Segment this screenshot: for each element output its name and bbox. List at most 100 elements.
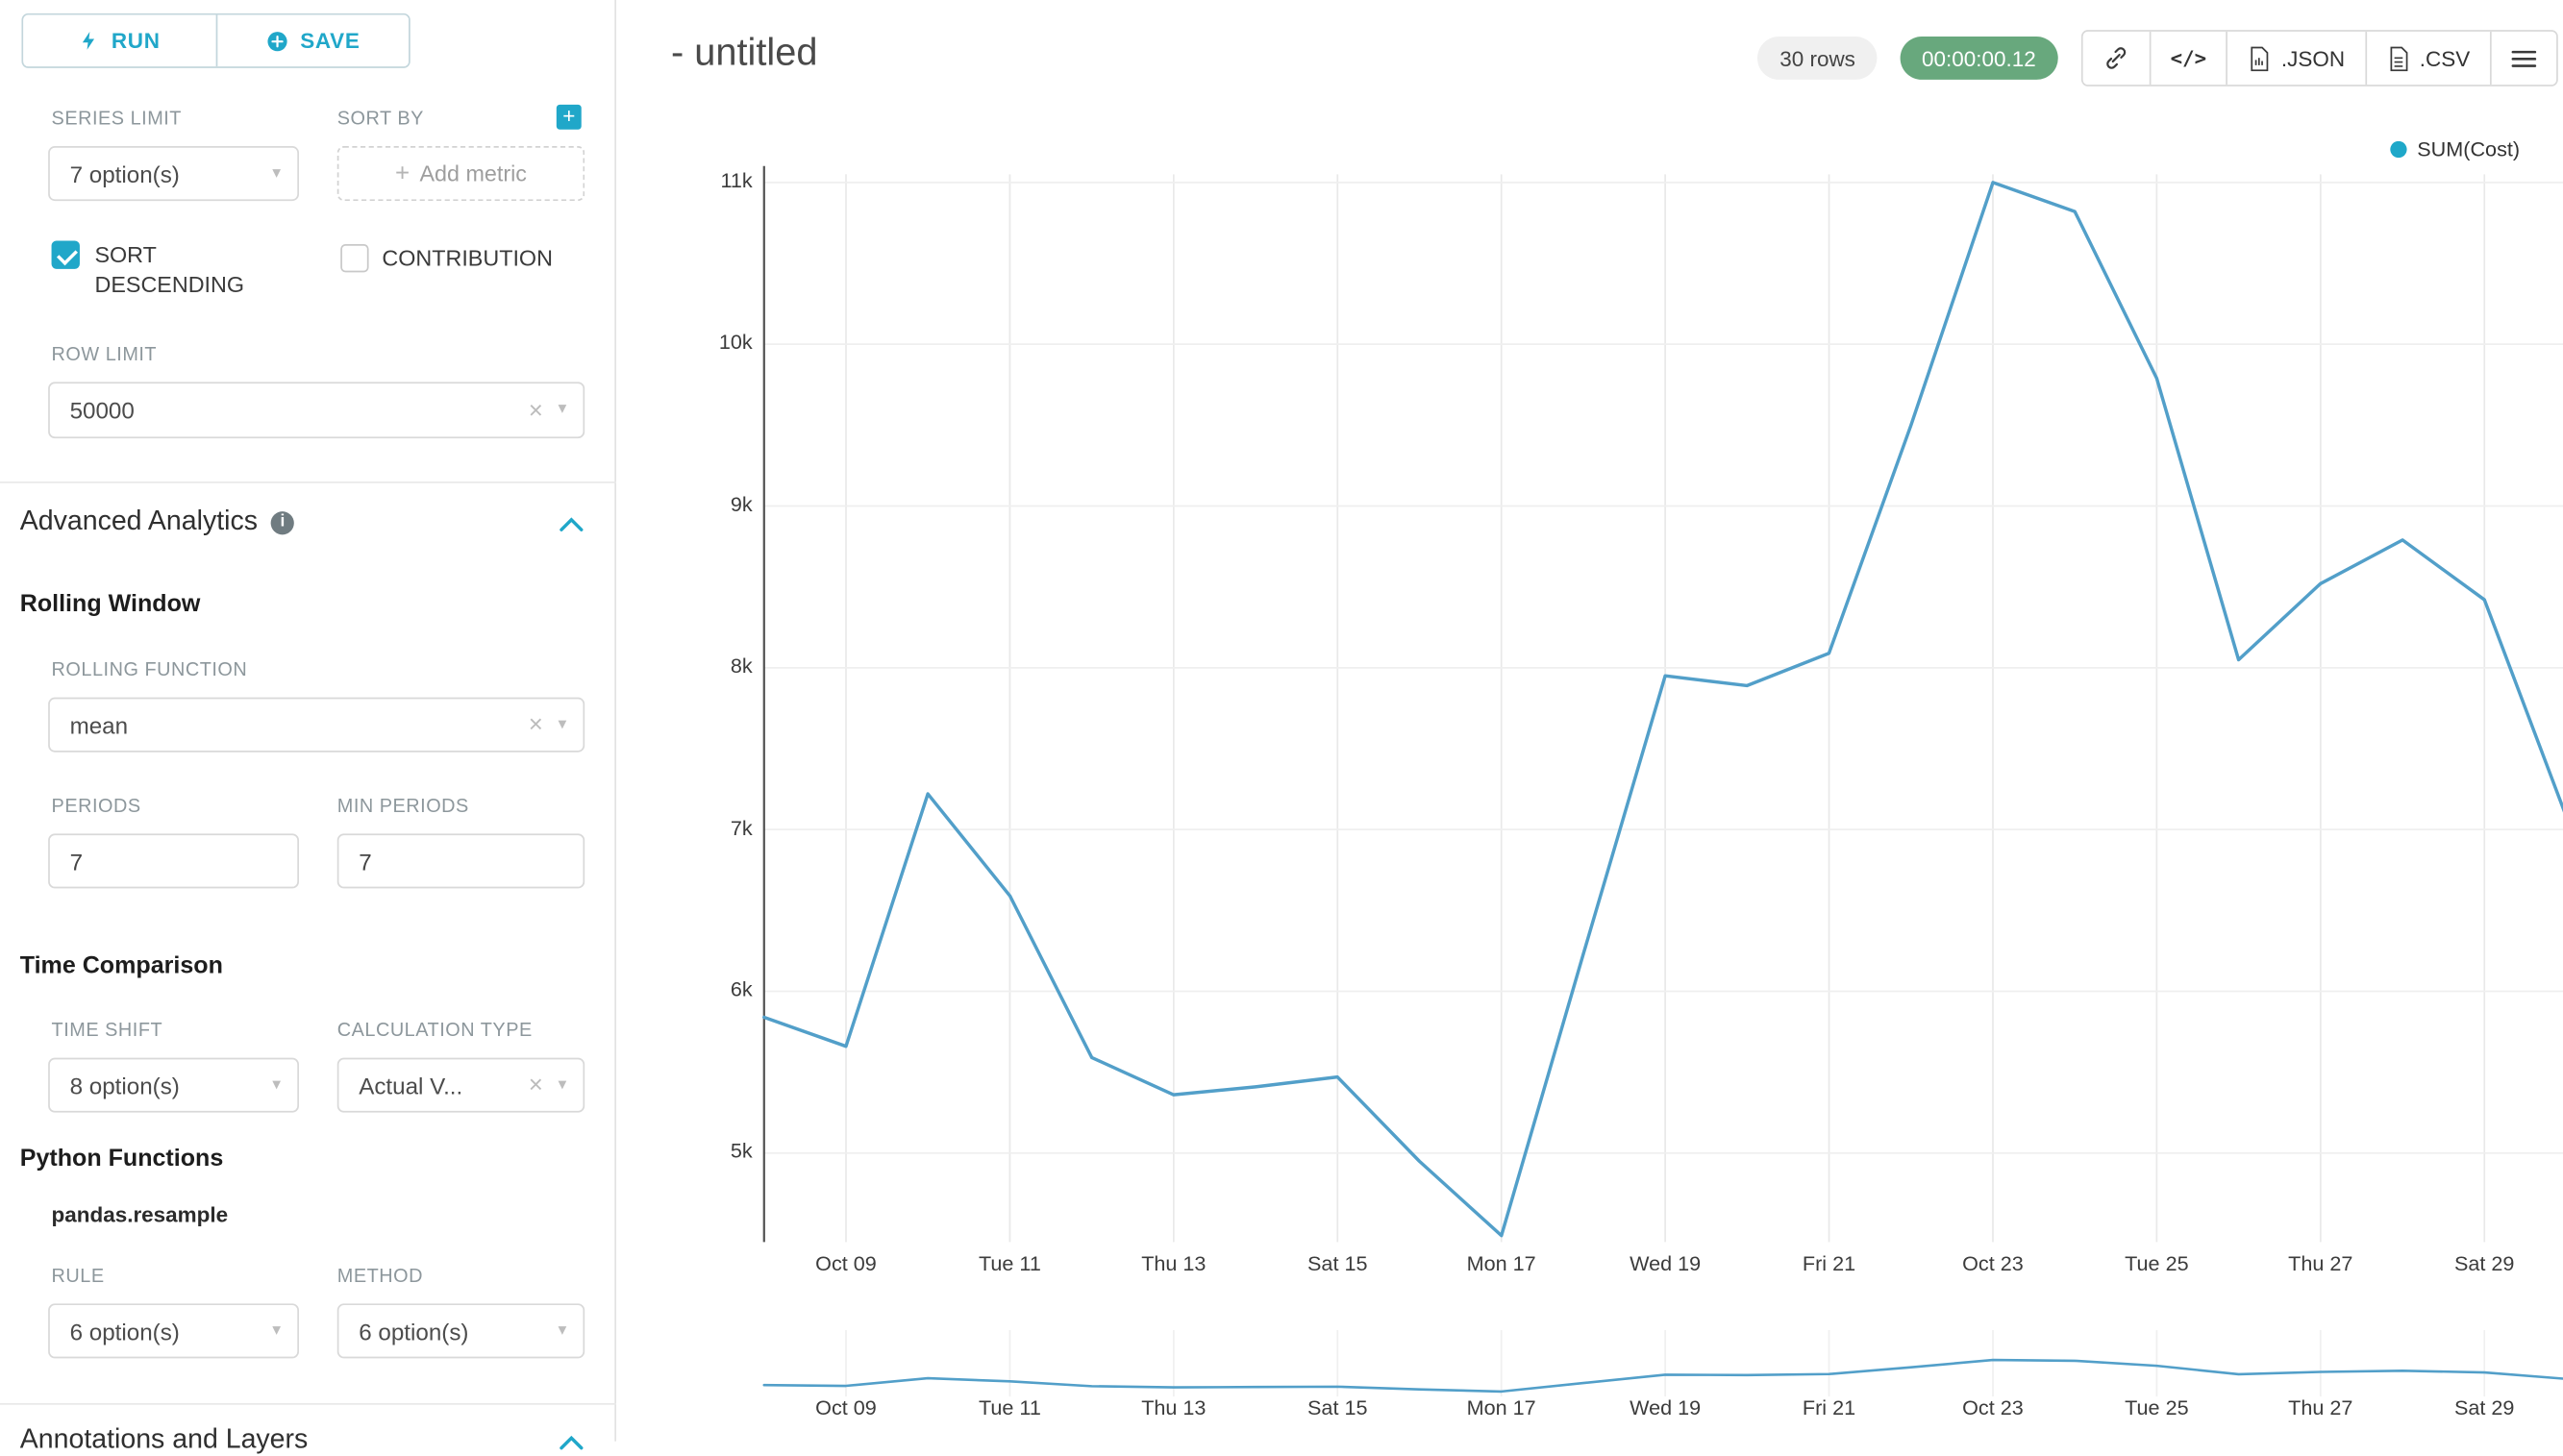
chevron-down-icon: ▾ (272, 1320, 281, 1340)
add-metric-button[interactable]: + Add metric (336, 146, 585, 202)
advanced-analytics-header[interactable]: Advanced Analytics i (20, 506, 294, 538)
chart-panel: - untitled 30 rows 00:00:00.12 </> .JSON… (616, 0, 2563, 1442)
rolling-function-label: ROLLING FUNCTION (51, 660, 248, 681)
chevron-up-icon[interactable] (559, 515, 585, 535)
row-limit-select[interactable]: 50000 × ▾ (48, 382, 585, 439)
x-tick-label: Mon 17 (1466, 1251, 1536, 1275)
file-csv-icon (2389, 45, 2407, 71)
python-functions-title: Python Functions (19, 1146, 224, 1172)
mini-x-tick-label: Mon 17 (1466, 1396, 1536, 1420)
time-shift-label: TIME SHIFT (51, 1021, 163, 1042)
periods-input[interactable] (48, 833, 300, 889)
y-tick-label: 11k (720, 168, 753, 193)
chevron-down-icon: ▾ (272, 1074, 281, 1094)
chevron-down-icon: ▾ (272, 163, 281, 183)
chart-title[interactable]: - untitled (671, 30, 818, 74)
save-button[interactable]: SAVE (214, 14, 410, 67)
legend-label: SUM(Cost) (2417, 137, 2521, 161)
mini-x-tick-label: Sat 29 (2453, 1396, 2515, 1420)
chart-plot-area[interactable] (758, 150, 2563, 1246)
x-tick-label: Tue 11 (978, 1251, 1041, 1275)
mini-x-tick-label: Oct 23 (1962, 1396, 2024, 1420)
mini-x-tick-label: Tue 25 (2125, 1396, 2189, 1420)
calculation-type-select[interactable]: Actual V... × ▾ (336, 1057, 585, 1113)
y-tick-label: 10k (718, 331, 753, 355)
run-button[interactable]: RUN (23, 14, 215, 67)
contribution-label: CONTRIBUTION (382, 245, 553, 271)
mini-x-tick-label: Thu 13 (1141, 1396, 1207, 1420)
legend-dot-icon (2390, 140, 2407, 159)
row-limit-label: ROW LIMIT (51, 345, 158, 366)
hamburger-menu-icon (2511, 49, 2537, 66)
chart-menu-button[interactable] (2489, 31, 2557, 86)
add-metric-label: Add metric (419, 160, 527, 186)
chevron-down-icon: ▾ (558, 1074, 567, 1094)
x-tick-label: Oct 23 (1962, 1251, 2024, 1275)
clear-icon[interactable]: × (528, 396, 543, 425)
divider (0, 481, 617, 483)
x-tick-label: Tue 25 (2125, 1251, 2189, 1275)
rule-label: RULE (51, 1267, 105, 1288)
chevron-up-icon[interactable] (559, 1433, 585, 1453)
query-timer-badge: 00:00:00.12 (1900, 37, 2058, 80)
chevron-down-icon: ▾ (558, 400, 567, 419)
periods-label: PERIODS (51, 797, 141, 818)
series-limit-label: SERIES LIMIT (51, 110, 182, 130)
method-label: METHOD (336, 1267, 423, 1288)
view-query-button[interactable]: </> (2149, 31, 2227, 86)
file-json-icon (2252, 45, 2269, 71)
mini-x-tick-label: Oct 09 (815, 1396, 877, 1420)
mini-x-tick-label: Thu 27 (2288, 1396, 2353, 1420)
export-csv-button[interactable]: .CSV (2364, 31, 2490, 86)
line-chart-canvas (762, 165, 2563, 1397)
plus-icon: + (394, 159, 411, 188)
calculation-type-label: CALCULATION TYPE (336, 1021, 533, 1042)
add-sort-button[interactable]: + (556, 104, 582, 130)
link-icon (2105, 47, 2126, 69)
x-tick-label: Thu 13 (1141, 1251, 1207, 1275)
code-icon: </> (2170, 46, 2207, 70)
y-tick-label: 7k (730, 816, 753, 840)
mini-x-tick-label: Sat 15 (1307, 1396, 1368, 1420)
run-label: RUN (111, 28, 161, 54)
save-label: SAVE (300, 28, 361, 54)
y-tick-label: 5k (730, 1139, 753, 1164)
chevron-down-icon: ▾ (558, 714, 567, 733)
y-tick-label: 6k (730, 977, 753, 1001)
x-tick-label: Fri 21 (1802, 1251, 1856, 1275)
rolling-window-title: Rolling Window (19, 591, 201, 618)
annotations-header[interactable]: Annotations and Layers (19, 1424, 309, 1455)
divider (0, 1402, 617, 1405)
export-button-group: </> .JSON .CSV (2080, 30, 2558, 86)
mini-x-tick-label: Fri 21 (1802, 1396, 1856, 1420)
mini-x-tick-label: Wed 19 (1630, 1396, 1702, 1420)
chart-header-actions: 30 rows 00:00:00.12 </> .JSON .CSV (1757, 30, 2558, 86)
y-tick-label: 8k (730, 654, 753, 679)
copy-link-button[interactable] (2082, 31, 2150, 86)
x-tick-label: Sat 15 (1307, 1251, 1368, 1275)
control-panel: RUN SAVE SERIES LIMIT SORT BY + 7 option… (0, 0, 617, 1455)
chart-legend[interactable]: SUM(Cost) (2390, 137, 2521, 161)
lightning-icon (82, 31, 95, 50)
time-range-brush[interactable] (758, 1325, 2563, 1400)
sort-descending-checkbox[interactable] (51, 240, 80, 269)
clear-icon[interactable]: × (528, 1071, 543, 1099)
min-periods-input[interactable] (336, 833, 585, 889)
rule-select[interactable]: 6 option(s) ▾ (48, 1303, 300, 1359)
time-shift-select[interactable]: 8 option(s) ▾ (48, 1057, 300, 1113)
clear-icon[interactable]: × (528, 710, 543, 739)
contribution-checkbox[interactable] (340, 243, 369, 273)
x-tick-label: Sat 29 (2453, 1251, 2515, 1275)
export-json-button[interactable]: .JSON (2226, 31, 2365, 86)
method-select[interactable]: 6 option(s) ▾ (336, 1303, 585, 1359)
plus-circle-icon (266, 31, 287, 51)
min-periods-label: MIN PERIODS (336, 797, 469, 818)
pandas-resample-label: pandas.resample (51, 1201, 229, 1227)
series-limit-select[interactable]: 7 option(s) ▾ (48, 146, 300, 202)
run-save-group: RUN SAVE (21, 12, 411, 68)
sort-by-label: SORT BY (336, 110, 424, 130)
rolling-function-select[interactable]: mean × ▾ (48, 697, 585, 753)
row-count-badge: 30 rows (1757, 37, 1878, 80)
mini-x-tick-label: Tue 11 (978, 1396, 1041, 1420)
